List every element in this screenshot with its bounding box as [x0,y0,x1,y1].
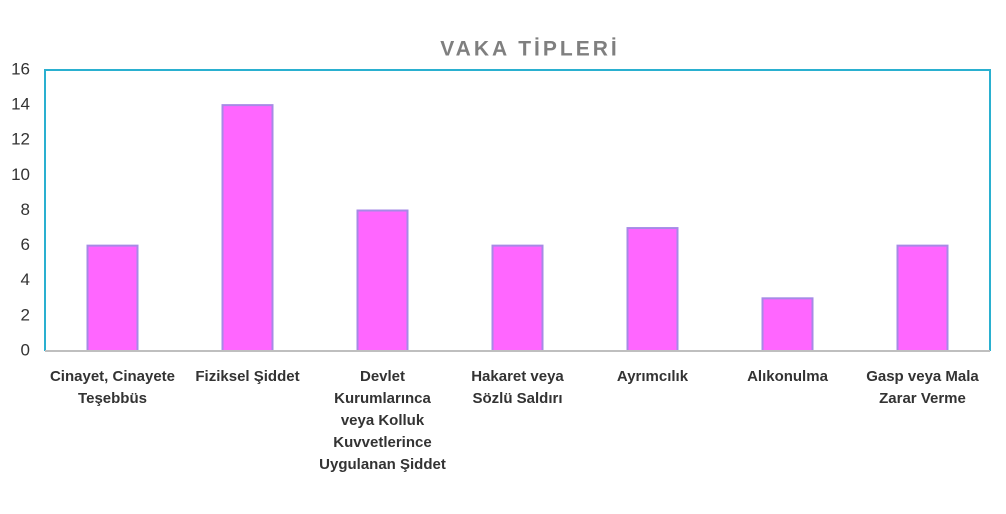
plot-frame [44,69,991,351]
x-tick-label: Fiziksel Şiddet [195,368,300,385]
bar [86,244,139,352]
y-tick-label: 14 [11,95,30,114]
x-tick-label: Alıkonulma [747,368,828,385]
x-tick-label: Ayrımcılık [616,368,689,385]
x-tick-label: Cinayet, Cinayete Teşebbüs [49,368,176,407]
x-tick-label: Hakaret veya Sözlü Saldırı [471,368,564,407]
bar [896,244,949,352]
y-tick-label: 16 [11,59,30,78]
x-tick-label: Gasp veya Mala Zarar Verme [866,368,979,407]
y-tick-label: 0 [21,340,30,359]
y-tick-label: 2 [21,305,30,324]
y-tick-label: 10 [11,165,30,184]
y-tick-label: 4 [21,270,30,289]
bar [356,209,409,352]
chart-title: VAKA TİPLERİ [440,38,620,61]
y-tick-label: 6 [21,235,30,254]
x-tick-label: Devlet Kurumlarınca veya Kolluk Kuvvetle… [319,368,446,473]
bar [626,227,679,352]
y-tick-label: 8 [21,200,30,219]
bar [761,297,814,352]
bar [491,244,544,352]
bar [221,104,274,352]
y-tick-label: 12 [11,130,30,149]
